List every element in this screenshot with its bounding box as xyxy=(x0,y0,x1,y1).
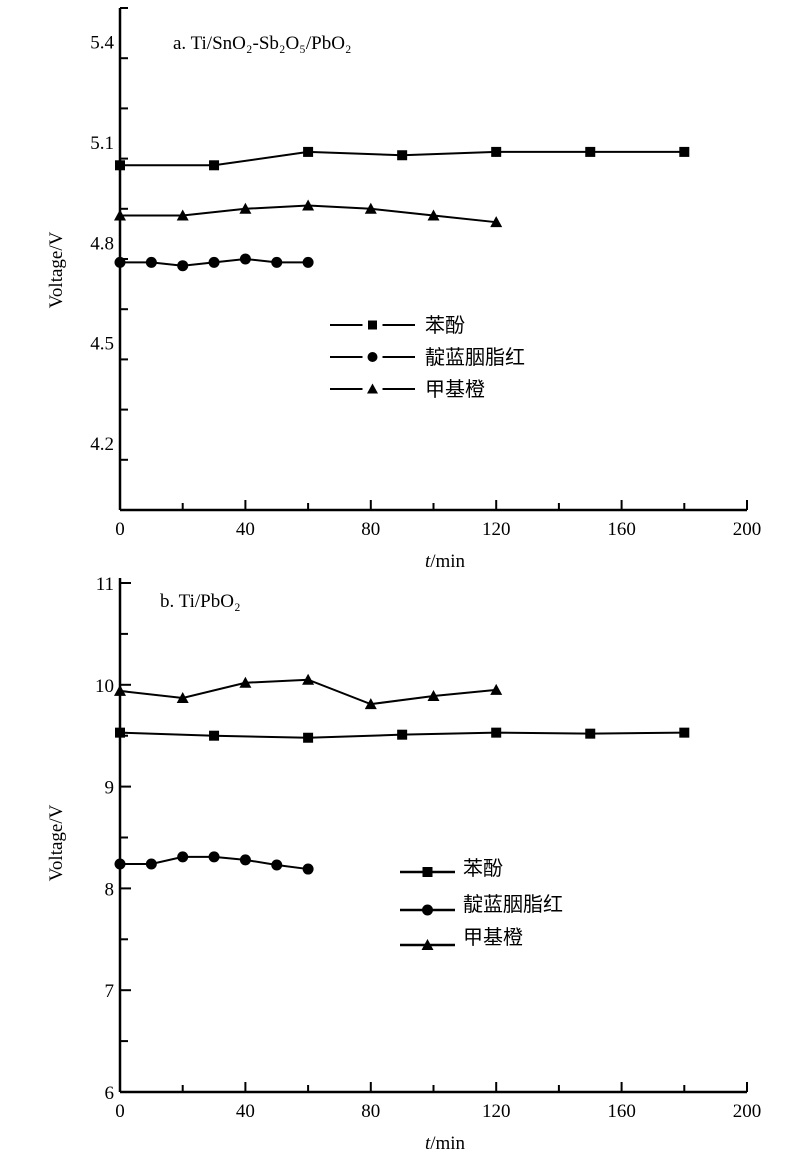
chart-a-y-tick-label: 4.2 xyxy=(90,434,114,455)
chart-b-x-tick-label: 80 xyxy=(361,1101,380,1122)
chart-a-data-point-triangle xyxy=(427,209,440,221)
chart-a-data-point-triangle xyxy=(302,199,315,211)
chart-a-data-point-square xyxy=(303,146,314,157)
chart-b-ylabel: Voltage/V xyxy=(46,804,67,881)
chart-b-y-tick-label: 9 xyxy=(105,778,115,799)
chart-a-data-point-circle xyxy=(208,256,220,268)
chart-b-data-point-square xyxy=(115,727,125,738)
chart-a-data-point-square xyxy=(585,146,596,157)
chart-b-data-point-triangle xyxy=(114,684,126,696)
chart-a-data-point-square xyxy=(491,146,502,157)
chart-b-data-point-square xyxy=(397,729,408,740)
chart-b-x-tick-label: 0 xyxy=(115,1101,125,1122)
chart-b-data-point-circle xyxy=(239,854,251,866)
chart-b-x-tick-label: 120 xyxy=(482,1101,511,1122)
chart-a-data-point-circle xyxy=(239,253,251,265)
chart-b-legend-marker-circle xyxy=(422,904,433,916)
chart-a-ylabel: Voltage/V xyxy=(46,231,67,308)
chart-a-y-tick-label: 4.5 xyxy=(90,334,114,355)
chart-a-data-point-square xyxy=(679,146,690,157)
chart-b-data-point-square xyxy=(585,728,596,739)
chart-a-data-point-triangle xyxy=(239,202,252,214)
chart-a-x-tick-label: 0 xyxy=(115,519,125,540)
chart-b-data-point-circle xyxy=(145,858,157,870)
chart-b-xlabel-var: t xyxy=(425,1133,431,1154)
chart-a-data-point-triangle xyxy=(176,209,189,221)
chart-b-legend-label: 靛蓝胭脂红 xyxy=(463,892,563,916)
chart-a-xlabel-unit: /min xyxy=(430,551,465,572)
chart-a-data-point-triangle xyxy=(490,216,503,228)
chart-b-data-point-circle xyxy=(177,851,189,863)
chart-b-data-point-square xyxy=(679,727,690,738)
chart-b-y-tick-label: 8 xyxy=(105,879,115,900)
chart-a-y-tick-label: 5.4 xyxy=(90,32,114,53)
chart-b: b. Ti/PbO₂ Voltage/V t/min 0 40 80 120 160 20… xyxy=(46,574,761,1154)
chart-b-data-point-circle xyxy=(302,863,314,875)
chart-a-legend-marker-triangle xyxy=(367,383,378,394)
chart-a-legend-marker-circle xyxy=(367,352,378,362)
chart-a-x-tick-label: 160 xyxy=(607,519,636,540)
chart-a-data-point-triangle xyxy=(114,209,126,221)
chart-b-data-point-circle xyxy=(271,859,283,871)
chart-a-legend-label: 苯酚 xyxy=(425,313,465,337)
chart-b-legend-marker-triangle xyxy=(421,939,434,950)
chart-a-x-tick-label: 40 xyxy=(236,519,255,540)
chart-b-data-point-square xyxy=(209,730,220,741)
chart-b-data-point-triangle xyxy=(176,692,189,704)
chart-a-x-tick-label: 80 xyxy=(361,519,380,540)
chart-b-xlabel: t/min xyxy=(425,1133,466,1154)
chart-b-data-point-square xyxy=(303,732,314,743)
chart-b-data-point-triangle xyxy=(490,683,503,695)
chart-b-legend-label: 苯酚 xyxy=(463,856,503,880)
chart-a: a. Ti/SnO₂-Sb₂O₅/PbO₂ Voltage/V t/min 0 4… xyxy=(46,7,762,572)
chart-b-y-tick-label: 6 xyxy=(105,1083,115,1104)
chart-a-data-point-circle xyxy=(145,256,157,268)
chart-a-xlabel-var: t xyxy=(425,551,431,572)
chart-a-data-point-triangle xyxy=(364,202,377,214)
chart-b-data-point-triangle xyxy=(427,689,440,701)
chart-b-data-point-triangle xyxy=(302,673,315,685)
chart-b-x-tick-label: 160 xyxy=(607,1101,636,1122)
chart-b-x-tick-label: 200 xyxy=(733,1101,762,1122)
chart-b-data-point-circle xyxy=(114,858,126,870)
chart-a-y-tick-label: 5.1 xyxy=(90,133,114,154)
chart-b-data-point-triangle xyxy=(239,676,252,688)
chart-b-legend-marker-square xyxy=(422,867,433,877)
chart-b-xlabel-unit: /min xyxy=(430,1133,465,1154)
chart-a-data-point-square xyxy=(397,150,408,161)
chart-a-legend-label: 甲基橙 xyxy=(425,377,485,401)
chart-a-data-point-circle xyxy=(177,260,189,272)
chart-b-y-tick-label: 11 xyxy=(96,574,114,595)
chart-b-x-tick-label: 40 xyxy=(236,1101,255,1122)
chart-a-xlabel: t/min xyxy=(425,551,466,572)
chart-a-data-point-square xyxy=(115,160,125,171)
chart-a-data-point-square xyxy=(209,160,220,171)
chart-a-x-tick-label: 200 xyxy=(733,519,762,540)
chart-b-data-point-circle xyxy=(208,851,220,863)
chart-a-legend-marker-square xyxy=(368,320,377,330)
chart-a-legend-label: 靛蓝胭脂红 xyxy=(425,345,525,369)
chart-a-title: a. Ti/SnO₂-Sb₂O₅/PbO₂ xyxy=(173,33,352,54)
chart-b-data-point-square xyxy=(491,727,502,738)
chart-b-title: b. Ti/PbO₂ xyxy=(160,591,241,612)
chart-a-data-point-circle xyxy=(302,256,314,268)
chart-a-data-point-circle xyxy=(271,256,283,268)
chart-b-legend-label: 甲基橙 xyxy=(463,925,523,949)
chart-a-data-point-circle xyxy=(114,256,126,268)
chart-a-y-tick-label: 4.8 xyxy=(90,233,114,254)
chart-b-y-tick-label: 7 xyxy=(105,981,115,1002)
chart-b-y-tick-label: 10 xyxy=(95,676,114,697)
chart-a-x-tick-label: 120 xyxy=(482,519,511,540)
chart-b-data-point-triangle xyxy=(364,698,377,710)
